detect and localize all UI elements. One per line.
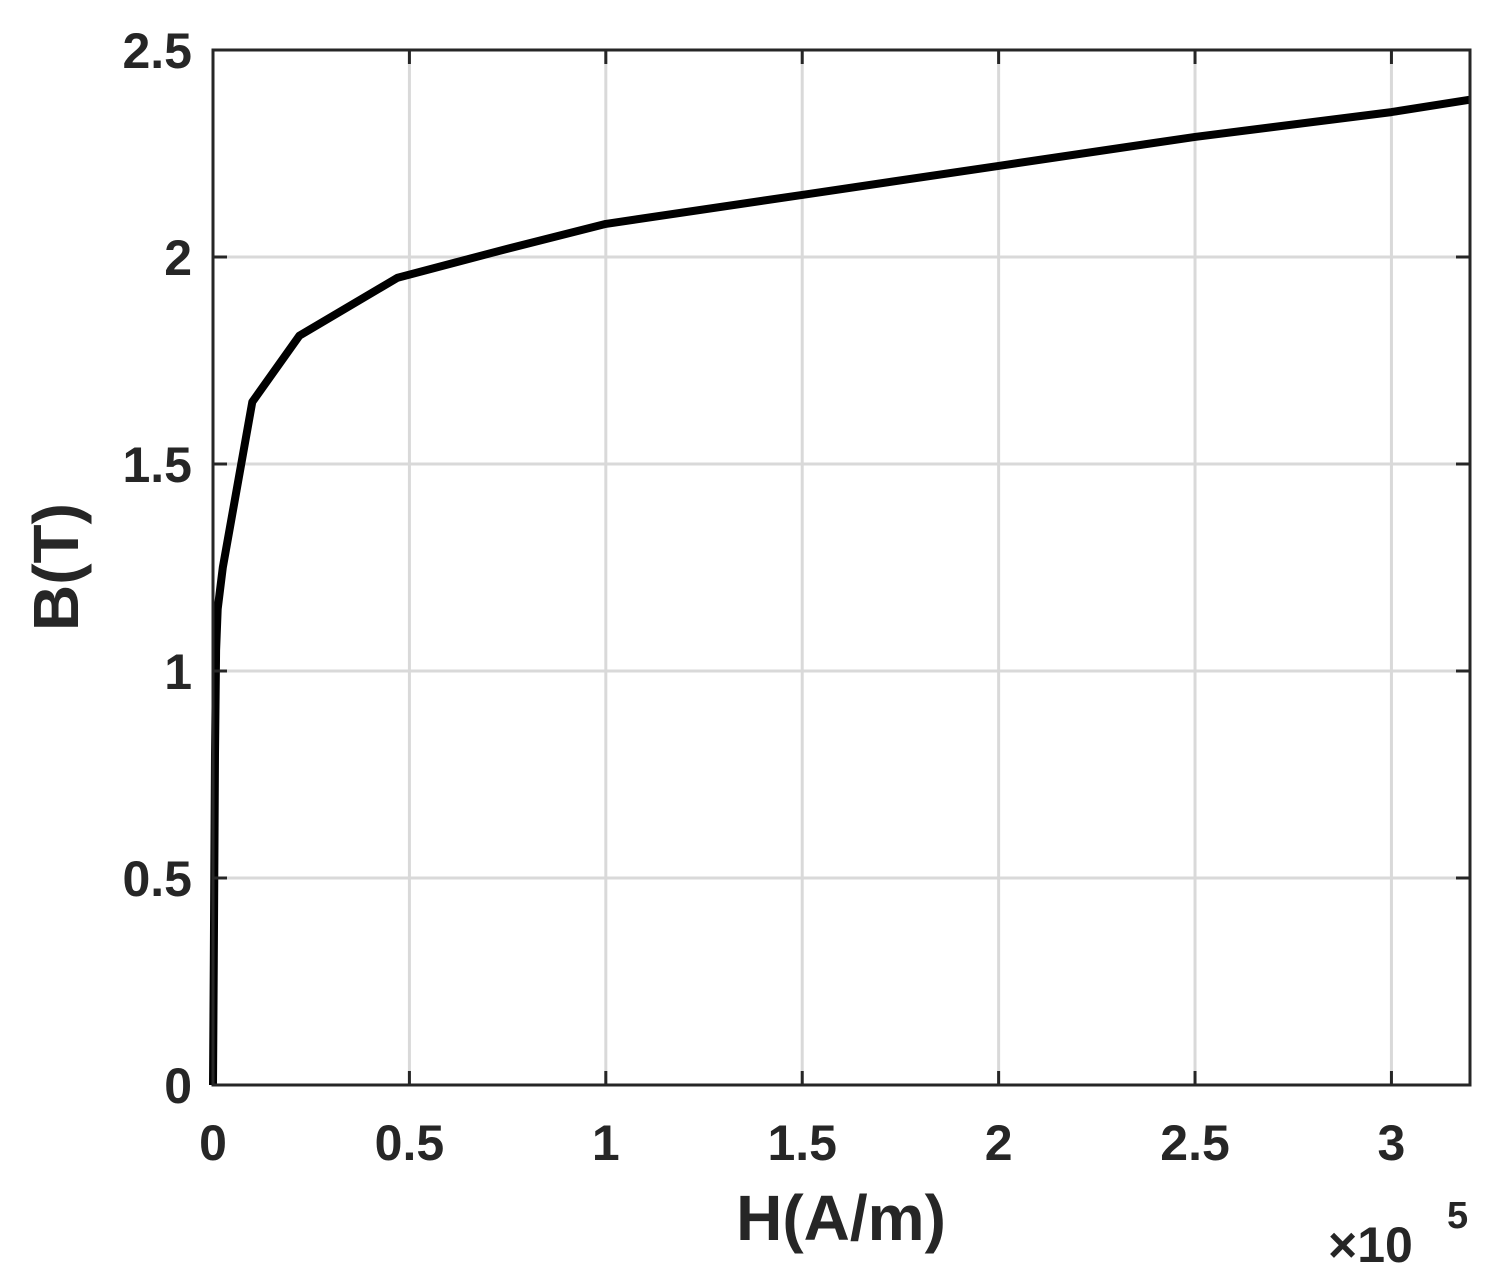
y-tick-label: 0.5 — [122, 851, 192, 907]
x-axis-multiplier: ×10 5 — [1328, 1195, 1468, 1273]
y-tick-label: 0 — [164, 1058, 192, 1114]
x-tick-label: 0 — [199, 1115, 227, 1171]
x-tick-label: 2 — [985, 1115, 1013, 1171]
x-tick-label: 1.5 — [767, 1115, 837, 1171]
x-tick-label: 2.5 — [1160, 1115, 1230, 1171]
x-tick-label: 0.5 — [375, 1115, 445, 1171]
y-tick-labels: 0 0.5 1 1.5 2 2.5 — [122, 23, 192, 1114]
y-tick-label: 2 — [164, 230, 192, 286]
series-line-bh-curve — [209, 95, 1471, 1086]
y-axis-title: B(T) — [20, 503, 92, 631]
y-tick-label: 2.5 — [122, 23, 192, 79]
x-axis-title: H(A/m) — [736, 1182, 946, 1254]
x-tick-label: 3 — [1378, 1115, 1406, 1171]
tick-marks — [211, 48, 1470, 1087]
x-tick-labels: 0 0.5 1 1.5 2 2.5 3 — [199, 1115, 1405, 1171]
plot-frame — [211, 48, 1472, 1087]
y-tick-label: 1 — [164, 644, 192, 700]
x-tick-label: 1 — [592, 1115, 620, 1171]
series-layer — [209, 95, 1471, 1086]
x-multiplier-exponent: 5 — [1447, 1195, 1468, 1237]
y-tick-label: 1.5 — [122, 437, 192, 493]
x-multiplier-base: ×10 — [1328, 1217, 1413, 1273]
plot-background — [213, 50, 1470, 1085]
